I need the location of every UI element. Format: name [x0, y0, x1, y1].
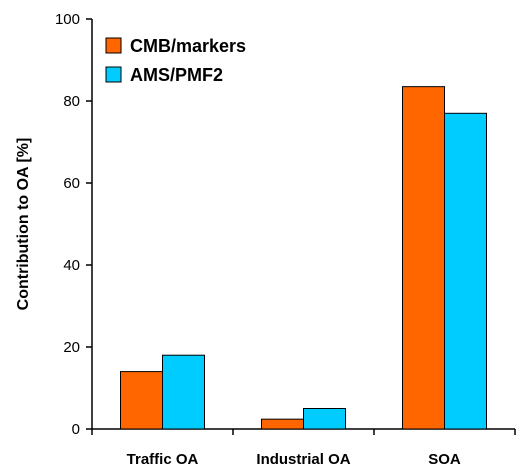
- y-tick-label: 60: [63, 175, 80, 192]
- bar-ams-pmf2-traffic-oa: [162, 354, 205, 430]
- y-tick-label: 20: [63, 339, 80, 356]
- legend-swatch: [105, 66, 122, 83]
- y-tick-label: 100: [55, 11, 80, 28]
- x-category-label: Traffic OA: [127, 451, 199, 466]
- bar-cmb-markers-traffic-oa: [120, 371, 163, 430]
- bar-cmb-markers-soa: [402, 86, 445, 430]
- bar-series: [120, 86, 487, 430]
- legend-label: CMB/markers: [130, 36, 246, 56]
- x-category-label: Industrial OA: [256, 451, 350, 466]
- y-tick-label: 40: [63, 257, 80, 274]
- y-tick-label: 0: [72, 421, 80, 438]
- bar-ams-pmf2-industrial-oa: [303, 408, 346, 430]
- bar-ams-pmf2-soa: [444, 112, 487, 430]
- x-ticks: [91, 429, 516, 435]
- y-tick-label: 80: [63, 93, 80, 110]
- legend: CMB/markers AMS/PMF2: [105, 36, 246, 85]
- y-ticks: 0 20 40 60 80 100: [55, 11, 92, 438]
- x-category-label: SOA: [428, 451, 461, 466]
- category-labels: Traffic OA Industrial OA SOA: [127, 451, 461, 466]
- bar-cmb-markers-industrial-oa: [261, 418, 304, 430]
- legend-label: AMS/PMF2: [130, 65, 223, 85]
- y-axis-title: Contribution to OA [%]: [15, 138, 32, 311]
- legend-swatch: [105, 37, 122, 54]
